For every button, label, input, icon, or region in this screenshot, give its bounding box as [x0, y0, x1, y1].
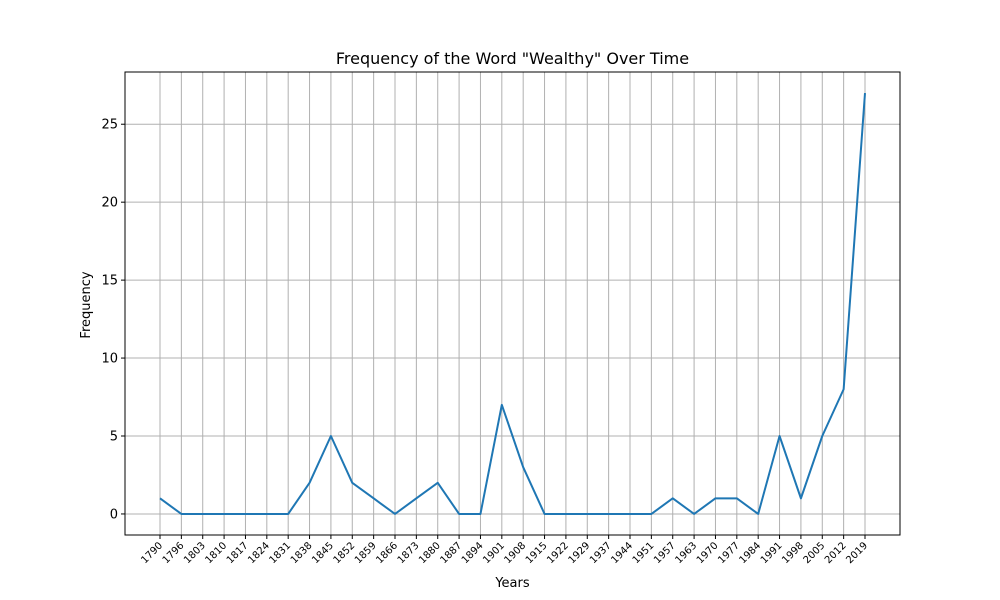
plot-area-frame	[124, 71, 901, 536]
x-tick-label: 1838	[289, 540, 315, 566]
x-tick-label: 2005	[802, 540, 828, 566]
x-tick-label: 1817	[225, 540, 251, 566]
x-tick-label: 1845	[310, 540, 336, 566]
x-axis-ticks: 1790179618031810181718241831183818451852…	[139, 535, 870, 566]
y-tick-label: 15	[101, 274, 118, 289]
series-line	[159, 92, 866, 515]
y-tick-label: 25	[101, 118, 118, 133]
x-tick-label: 1810	[203, 540, 229, 566]
x-tick-label: 1831	[268, 540, 294, 566]
x-tick-label: 1852	[332, 540, 358, 566]
x-tick-label: 1824	[246, 540, 272, 566]
x-tick-label: 1866	[374, 540, 400, 566]
x-tick-label: 1901	[481, 540, 507, 566]
x-tick-label: 1984	[738, 540, 764, 566]
x-axis-label: Years	[494, 576, 530, 591]
x-tick-label: 1880	[417, 540, 443, 566]
x-tick-label: 1963	[673, 540, 699, 566]
x-tick-label: 1859	[353, 540, 379, 566]
x-tick-label: 2012	[823, 540, 849, 566]
series-layer	[159, 92, 866, 515]
x-tick-label: 2019	[844, 540, 870, 566]
x-tick-label: 1873	[396, 540, 422, 566]
x-tick-label: 1937	[588, 540, 614, 566]
x-tick-label: 1803	[182, 540, 208, 566]
x-tick-label: 1951	[631, 540, 657, 566]
x-tick-label: 1957	[652, 540, 678, 566]
x-tick-label: 1970	[695, 540, 721, 566]
x-tick-label: 1894	[460, 540, 486, 566]
x-tick-label: 1991	[759, 540, 785, 566]
x-tick-label: 1790	[139, 540, 165, 566]
y-tick-label: 0	[110, 507, 118, 522]
y-tick-label: 20	[101, 196, 118, 211]
x-tick-label: 1944	[609, 540, 635, 566]
x-tick-label: 1796	[161, 540, 187, 566]
y-tick-label: 10	[101, 352, 118, 367]
y-tick-label: 5	[110, 430, 118, 445]
x-tick-label: 1998	[780, 540, 806, 566]
grid-lines	[125, 72, 900, 535]
y-axis-label: Frequency	[79, 271, 94, 338]
x-tick-label: 1887	[438, 540, 464, 566]
y-axis-ticks: 0 5 10 15 20 25	[101, 118, 125, 522]
x-tick-label: 1915	[524, 540, 550, 566]
x-tick-label: 1908	[503, 540, 529, 566]
x-tick-label: 1929	[567, 540, 593, 566]
x-tick-label: 1977	[716, 540, 742, 566]
x-tick-label: 1922	[545, 540, 571, 566]
chart-title: Frequency of the Word "Wealthy" Over Tim…	[336, 49, 689, 68]
